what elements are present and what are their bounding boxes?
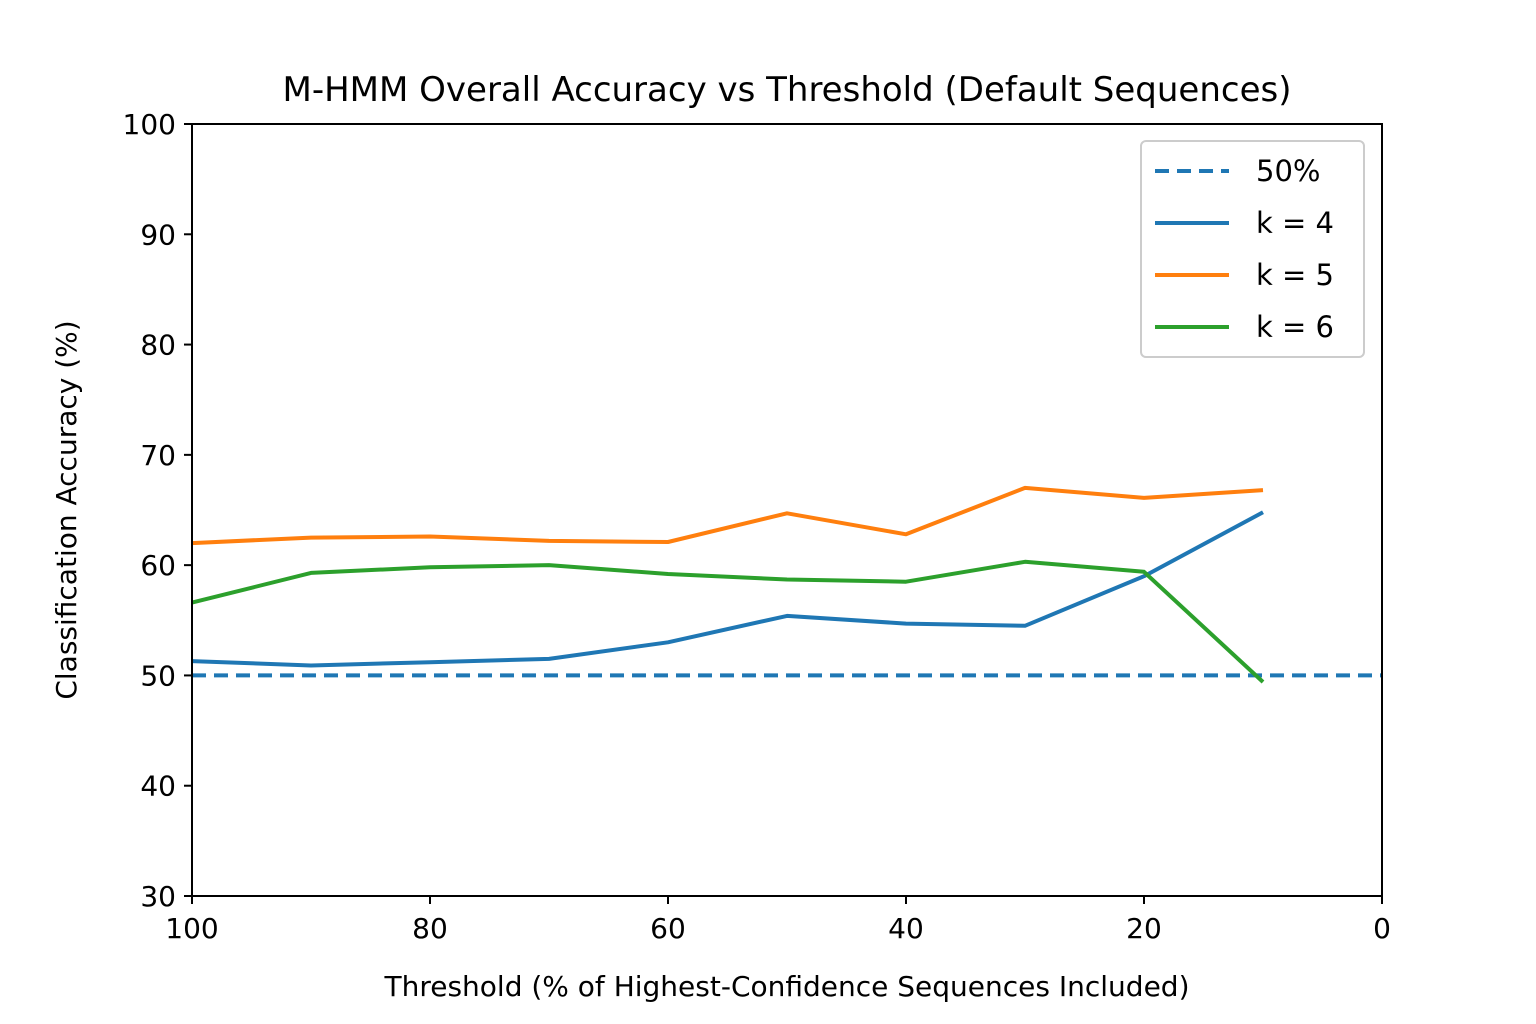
- series-line-k4: [191, 510, 1264, 668]
- y-tick-label: 60: [140, 549, 176, 582]
- legend: 50% k = 4 k = 5 k = 6: [1140, 140, 1365, 358]
- y-tick-label: 70: [140, 439, 176, 472]
- y-axis: 30 40 50 60 70 80 90 100: [123, 108, 192, 913]
- plot-frame: [191, 123, 1383, 897]
- series-layer: [191, 485, 1382, 684]
- y-tick-label: 40: [140, 770, 176, 803]
- series-line-k6: [191, 559, 1265, 684]
- y-tick-label: 100: [123, 108, 176, 141]
- legend-box: [1140, 140, 1365, 358]
- x-axis-title: Threshold (% of Highest-Confidence Seque…: [383, 970, 1189, 1003]
- y-tick-label: 90: [140, 218, 176, 251]
- legend-label: k = 6: [1256, 310, 1334, 344]
- legend-label: k = 4: [1256, 206, 1334, 240]
- x-tick-label: 100: [165, 912, 218, 945]
- y-tick-label: 30: [140, 880, 176, 913]
- x-tick-label: 80: [412, 912, 448, 945]
- x-tick-label: 0: [1373, 912, 1391, 945]
- y-axis-title: Classification Accuracy (%): [50, 320, 83, 699]
- legend-label: 50%: [1256, 154, 1320, 188]
- x-tick-label: 20: [1126, 912, 1162, 945]
- y-tick-label: 50: [140, 659, 176, 692]
- chart-title: M-HMM Overall Accuracy vs Threshold (Def…: [283, 70, 1292, 110]
- legend-label: k = 5: [1256, 258, 1334, 292]
- x-tick-label: 60: [650, 912, 686, 945]
- series-line-k5: [191, 485, 1264, 546]
- x-tick-label: 40: [888, 912, 924, 945]
- y-tick-label: 80: [140, 329, 176, 362]
- x-axis: 100 80 60 40 20 0: [165, 896, 1391, 945]
